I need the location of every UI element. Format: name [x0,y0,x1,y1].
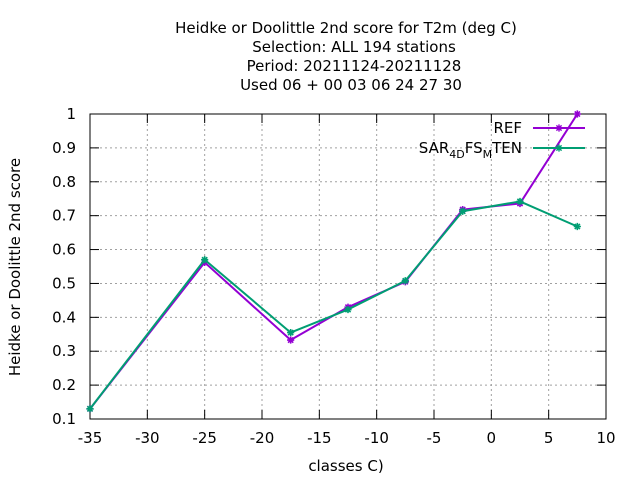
x-tick-label: -15 [307,429,332,447]
data-point [86,405,94,413]
data-point [287,328,295,337]
legend-label-sar: SAR4DFSMTEN [419,139,522,161]
plot-frame [89,113,607,420]
y-tick-label: 0.9 [52,139,76,157]
legend-part-m: M [483,148,493,161]
legend-marker-sar [555,144,563,152]
y-tick-label: 0.7 [52,207,76,225]
axis-ticks [89,113,607,420]
data-point [401,277,409,285]
title-line-4: Used 06 + 00 03 06 24 27 30 [240,76,462,94]
tick-labels: -35 -30 -25 -20 -15 -10 -5 0 5 10 0.1 0.2 0.3 0.4 0.5 0… [52,105,615,447]
data-point [573,222,581,231]
y-tick-label: 0.3 [52,342,76,360]
x-axis-label: classes C) [308,457,383,475]
x-tick-label: -30 [135,429,160,447]
y-tick-label: 0.6 [52,241,76,259]
x-tick-label: 10 [596,429,615,447]
series-sar [86,197,581,413]
legend-part-ten: TEN [491,139,522,157]
y-tick-label: 0.4 [52,308,76,326]
legend-part-4d: 4D [449,148,464,161]
data-point [516,197,524,206]
x-tick-label: 5 [544,429,554,447]
data-point [344,305,352,314]
y-tick-label: 0.2 [52,376,76,394]
series-layer [86,110,581,413]
x-tick-label: 0 [487,429,497,447]
legend-part-sar: SAR [419,139,449,157]
data-point [201,256,209,264]
title-line-2: Selection: ALL 194 stations [252,38,456,56]
legend: REF SAR4DFSMTEN [419,119,585,161]
x-tick-label: -20 [250,429,275,447]
data-point [459,207,467,215]
y-tick-label: 1 [66,105,76,123]
series-line [89,113,579,410]
x-tick-label: -25 [192,429,217,447]
x-tick-label: -35 [78,429,103,447]
data-point [287,336,295,344]
legend-label-ref: REF [493,119,522,137]
y-tick-label: 0.1 [52,410,76,428]
title-line-3: Period: 20211124-20211128 [247,57,462,75]
data-point [573,110,581,118]
y-axis-label: Heidke or Doolittle 2nd score [6,158,24,376]
chart-title: Heidke or Doolittle 2nd score for T2m (d… [175,19,517,94]
x-tick-label: -10 [364,429,389,447]
x-tick-label: -5 [427,429,442,447]
legend-part-fs: FS [465,139,483,157]
legend-marker-ref [555,124,563,132]
series-line [89,200,578,410]
title-line-1: Heidke or Doolittle 2nd score for T2m (d… [175,19,517,37]
y-tick-label: 0.8 [52,173,76,191]
y-tick-label: 0.5 [52,274,76,292]
grid [90,114,606,419]
